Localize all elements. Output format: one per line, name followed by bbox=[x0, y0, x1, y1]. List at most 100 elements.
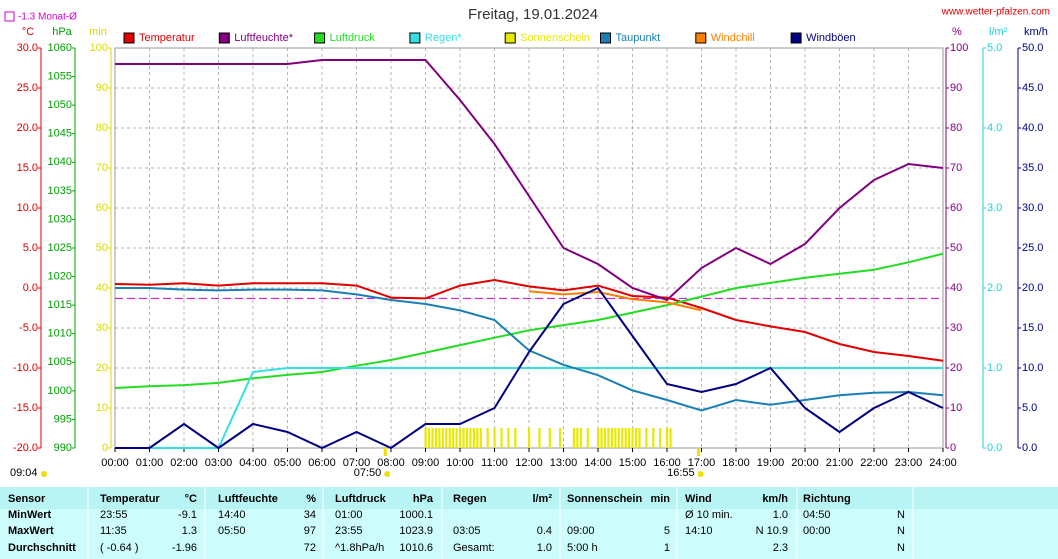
sun-bar bbox=[586, 428, 589, 448]
x-tick-label: 05:00 bbox=[274, 457, 302, 469]
y-tick-label: 35.0 bbox=[1022, 162, 1043, 174]
y-tick-label: 0.0 bbox=[1022, 442, 1037, 454]
sun-bar bbox=[638, 428, 641, 448]
table-header: % bbox=[306, 493, 316, 505]
row-label: MinWert bbox=[8, 509, 52, 521]
table-cell: N bbox=[897, 525, 905, 537]
y-tick-label: 1020 bbox=[48, 270, 72, 282]
table-header: km/h bbox=[762, 493, 788, 505]
x-tick-label: 18:00 bbox=[722, 457, 750, 469]
y-tick-label: 1055 bbox=[48, 70, 72, 82]
y-tick-label: 50.0 bbox=[1022, 42, 1043, 54]
legend-label: Regen* bbox=[425, 32, 462, 44]
table-header: Sonnenschein bbox=[567, 493, 642, 505]
y-tick-label: 25.0 bbox=[1022, 242, 1043, 254]
y-tick-label: 1030 bbox=[48, 213, 72, 225]
sun-bar bbox=[459, 428, 462, 448]
y-tick-label: -10.0 bbox=[13, 362, 38, 374]
y-tick-label: 40.0 bbox=[1022, 122, 1043, 134]
sunrise-icon bbox=[384, 471, 391, 477]
table-cell: 72 bbox=[304, 542, 316, 554]
y-tick-label: 20.0 bbox=[1022, 282, 1043, 294]
x-tick-label: 00:00 bbox=[101, 457, 129, 469]
sun-bar bbox=[634, 428, 638, 448]
y-tick-label: 100 bbox=[90, 42, 108, 54]
sun-bar bbox=[631, 428, 634, 448]
sun-bar bbox=[507, 428, 510, 448]
table-cell: ( -0.64 ) bbox=[100, 542, 139, 554]
series-line bbox=[115, 367, 943, 449]
table-header: Sensor bbox=[8, 493, 46, 505]
table-header: Richtung bbox=[803, 493, 851, 505]
table-cell: N bbox=[897, 542, 905, 554]
x-tick-label: 19:00 bbox=[757, 457, 785, 469]
x-tick-label: 10:00 bbox=[446, 457, 474, 469]
y-tick-label: 30 bbox=[96, 322, 108, 334]
table-cell: 23:55 bbox=[335, 525, 363, 537]
x-tick-label: 14:00 bbox=[584, 457, 612, 469]
sun-bar bbox=[431, 428, 434, 448]
chart-title: Freitag, 19.01.2024 bbox=[468, 6, 598, 23]
y-tick-label: 45.0 bbox=[1022, 82, 1043, 94]
legend-label: Windböen bbox=[806, 32, 856, 44]
table-header: Luftdruck bbox=[335, 493, 387, 505]
table-cell: 97 bbox=[304, 525, 316, 537]
table-cell: 2.3 bbox=[773, 542, 788, 554]
table-cell: -9.1 bbox=[178, 509, 197, 521]
y-tick-label: -20.0 bbox=[13, 442, 38, 454]
sun-bar bbox=[441, 428, 444, 448]
y-tick-label: 10.0 bbox=[1022, 362, 1043, 374]
series-line bbox=[115, 286, 944, 450]
sun-bar bbox=[621, 428, 624, 448]
y-tick-label: 3.0 bbox=[987, 202, 1002, 214]
sun-icon bbox=[41, 471, 47, 477]
y-tick-label: 10 bbox=[96, 402, 108, 414]
y-tick-label: 15.0 bbox=[17, 162, 38, 174]
x-tick-label: 08:00 bbox=[377, 457, 405, 469]
legend-label: Windchill bbox=[711, 32, 755, 44]
sun-bar bbox=[614, 428, 617, 448]
x-tick-label: 23:00 bbox=[895, 457, 923, 469]
table-cell: 1.0 bbox=[537, 542, 552, 554]
x-tick-label: 09:00 bbox=[412, 457, 440, 469]
sun-bar bbox=[659, 428, 662, 448]
sun-bar bbox=[438, 428, 441, 448]
legend-swatch bbox=[695, 32, 707, 44]
table-cell: 5 bbox=[664, 525, 670, 537]
table-cell: 05:50 bbox=[218, 525, 246, 537]
y-tick-label: 100 bbox=[950, 42, 968, 54]
table-header: Luftfeuchte bbox=[218, 493, 278, 505]
table-cell: 0.4 bbox=[537, 525, 552, 537]
sun-bar bbox=[479, 428, 482, 448]
table-cell: Ø 10 min. bbox=[685, 509, 733, 521]
table-header: Wind bbox=[685, 493, 712, 505]
sun-bar bbox=[597, 428, 600, 448]
y-tick-label: 1060 bbox=[48, 42, 72, 54]
y-tick-label: 80 bbox=[96, 122, 108, 134]
y-tick-label: 1040 bbox=[48, 156, 72, 168]
sun-bar bbox=[579, 428, 582, 448]
sun-bar bbox=[476, 428, 479, 448]
y-tick-label: 15.0 bbox=[1022, 322, 1043, 334]
sun-bar bbox=[669, 428, 672, 448]
sun-bar bbox=[452, 428, 455, 448]
table-cell: 23:55 bbox=[100, 509, 128, 521]
sun-bar bbox=[445, 428, 448, 448]
y-tick-label: 1005 bbox=[48, 356, 72, 368]
sunrise-marker bbox=[383, 448, 387, 456]
x-tick-label: 07:00 bbox=[343, 457, 371, 469]
y-tick-label: 30 bbox=[950, 322, 962, 334]
y-tick-label: 1.0 bbox=[987, 362, 1002, 374]
sun-bar bbox=[628, 428, 631, 448]
series-line bbox=[115, 59, 944, 302]
table-cell: Gesamt: bbox=[453, 542, 495, 554]
y-tick-label: 995 bbox=[54, 413, 72, 425]
x-tick-label: 15:00 bbox=[619, 457, 647, 469]
legend-swatch bbox=[123, 32, 135, 44]
y-tick-label: 0 bbox=[102, 442, 108, 454]
y-tick-label: 20 bbox=[96, 362, 108, 374]
series-line bbox=[114, 278, 944, 362]
sun-bar bbox=[514, 428, 517, 448]
y-tick-label: 5.0 bbox=[23, 242, 38, 254]
